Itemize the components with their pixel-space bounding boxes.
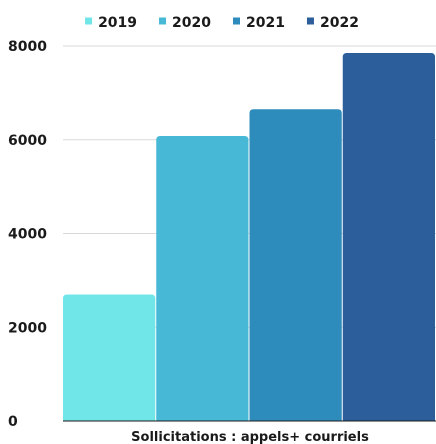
legend-swatch xyxy=(159,17,167,25)
x-axis: Sollicitations : appels+ courriels xyxy=(63,420,436,444)
legend-label: 2020 xyxy=(172,15,211,31)
bar-group xyxy=(63,53,435,421)
legend-label: 2021 xyxy=(246,15,285,31)
y-tick-label: 8000 xyxy=(8,39,47,55)
legend-item-2020: 2020 xyxy=(159,15,211,31)
legend-swatch xyxy=(85,17,93,25)
legend-item-2019: 2019 xyxy=(85,15,137,31)
chart-legend: 2019 2020 2021 2022 xyxy=(85,15,359,31)
legend-item-2022: 2022 xyxy=(306,15,359,31)
legend-swatch xyxy=(306,17,314,25)
y-tick-label: 6000 xyxy=(8,133,47,149)
bar-2021 xyxy=(249,109,342,421)
legend-item-2021: 2021 xyxy=(233,15,285,31)
legend-swatch xyxy=(233,17,240,25)
legend-label: 2019 xyxy=(98,15,137,31)
y-tick-label: 0 xyxy=(8,414,18,430)
y-tick-label: 4000 xyxy=(8,227,47,243)
bar-2022 xyxy=(342,53,435,421)
bar-2020 xyxy=(156,136,249,421)
x-axis-label: Sollicitations : appels+ courriels xyxy=(131,430,369,444)
legend-label: 2022 xyxy=(320,15,359,31)
y-axis: 0 2000 4000 6000 8000 xyxy=(8,39,47,430)
bar-2019 xyxy=(63,294,156,421)
y-tick-label: 2000 xyxy=(8,320,47,336)
